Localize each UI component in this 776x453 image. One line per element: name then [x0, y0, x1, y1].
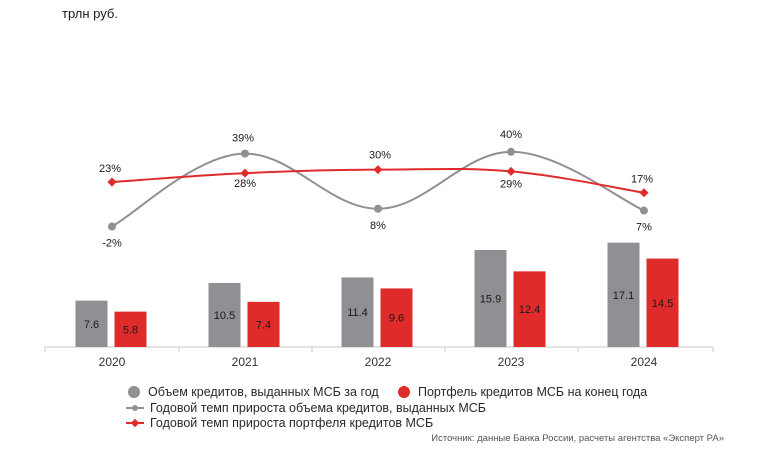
- volume-growth-label: 8%: [370, 220, 386, 232]
- volume-growth-line: [111, 150, 645, 228]
- red-dot-icon: [398, 386, 410, 398]
- volume-growth-marker: [241, 149, 249, 158]
- portfolio-bar-label: 14.5: [652, 298, 673, 310]
- portfolio-growth-label: 28%: [234, 178, 256, 190]
- legend-volume: Объем кредитов, выданных МСБ за год: [128, 385, 379, 399]
- volume-bar-label: 10.5: [214, 310, 235, 322]
- x-tick-label: 2023: [498, 355, 525, 369]
- gray-dot-icon: [128, 386, 140, 398]
- volume-bar: [75, 300, 108, 347]
- portfolio-growth-marker: [240, 168, 250, 178]
- portfolio-growth-label: 30%: [369, 150, 391, 162]
- volume-growth-marker: [640, 206, 648, 215]
- volume-bar: [208, 282, 241, 347]
- portfolio-bar: [380, 288, 413, 347]
- volume-growth-marker: [507, 147, 515, 156]
- volume-bar: [474, 250, 507, 347]
- x-tick-label: 2020: [99, 355, 126, 369]
- volume-growth-label: 40%: [500, 129, 522, 141]
- source-note: Источник: данные Банка России, расчеты а…: [431, 433, 724, 444]
- portfolio-growth-label: 23%: [99, 163, 121, 175]
- portfolio-bar-label: 7.4: [256, 319, 271, 331]
- legend-portfolio-growth: Годовой темп прироста портфеля кредитов …: [126, 416, 433, 430]
- portfolio-growth-label: 17%: [631, 174, 653, 186]
- unit-label: трлн руб.: [62, 6, 118, 21]
- legend-portfolio: Портфель кредитов МСБ на конец года: [398, 385, 647, 399]
- x-tick-label: 2021: [232, 355, 259, 369]
- legend-portfolio-growth-label: Годовой темп прироста портфеля кредитов …: [150, 416, 434, 430]
- portfolio-growth-marker: [639, 188, 649, 198]
- red-line-marker-icon: [126, 418, 144, 428]
- volume-bar: [341, 277, 374, 347]
- portfolio-growth-marker: [107, 177, 117, 187]
- volume-growth-marker: [374, 204, 382, 213]
- volume-bar: [607, 242, 640, 347]
- legend-volume-label: Объем кредитов, выданных МСБ за год: [148, 385, 379, 399]
- portfolio-bar: [247, 301, 280, 347]
- gray-line-marker-icon: [126, 405, 144, 411]
- portfolio-bar: [513, 271, 546, 347]
- volume-growth-label: 39%: [232, 133, 254, 145]
- x-tick-label: 2024: [631, 355, 658, 369]
- volume-growth-marker: [108, 222, 116, 231]
- portfolio-bar-label: 5.8: [123, 324, 138, 336]
- portfolio-bar-label: 12.4: [519, 304, 540, 316]
- portfolio-bar: [114, 311, 147, 347]
- legend-volume-growth-label: Годовой темп прироста объема кредитов, в…: [150, 401, 487, 415]
- portfolio-growth-marker: [506, 166, 516, 176]
- portfolio-bar: [646, 258, 679, 347]
- volume-bar-label: 11.4: [347, 307, 368, 319]
- volume-growth-label: -2%: [102, 238, 122, 250]
- portfolio-bar-label: 9.6: [389, 313, 404, 325]
- legend-portfolio-label: Портфель кредитов МСБ на конец года: [418, 385, 648, 399]
- volume-bar-label: 17.1: [613, 290, 634, 302]
- portfolio-growth-label: 29%: [500, 178, 522, 190]
- volume-bar-label: 15.9: [480, 294, 501, 306]
- chart: 2020 2021 2022 2023 2024 7.6 10.5 11.4 15.9 17.1 5…: [44, 129, 714, 369]
- volume-bar-label: 7.6: [84, 319, 99, 331]
- legend-volume-growth: Годовой темп прироста объема кредитов, в…: [126, 401, 486, 415]
- x-tick-label: 2022: [365, 355, 392, 369]
- volume-growth-label: 7%: [636, 222, 652, 234]
- portfolio-growth-marker: [373, 165, 383, 175]
